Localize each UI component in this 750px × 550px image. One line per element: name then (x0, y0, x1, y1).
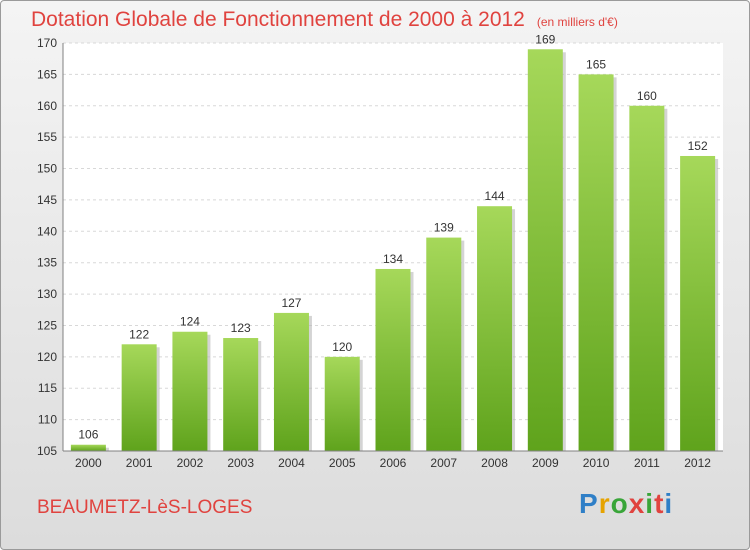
x-tick-label: 2005 (329, 456, 356, 470)
x-tick-label: 2009 (532, 456, 559, 470)
x-tick-label: 2000 (75, 456, 102, 470)
data-label: 123 (231, 321, 251, 335)
logo-letter: o (610, 488, 629, 519)
bar (680, 155, 716, 451)
y-tick-label: 155 (37, 130, 57, 144)
y-tick-label: 130 (37, 287, 57, 301)
data-label: 152 (688, 139, 708, 153)
chart-title: Dotation Globale de Fonctionnement de 20… (31, 8, 618, 32)
y-tick-label: 170 (37, 36, 57, 50)
x-tick-label: 2008 (481, 456, 508, 470)
y-tick-label: 140 (37, 224, 57, 238)
x-tick-label: 2010 (583, 456, 610, 470)
x-tick-label: 2004 (278, 456, 305, 470)
y-tick-label: 165 (37, 67, 57, 81)
data-label: 165 (586, 57, 606, 71)
bar (223, 338, 259, 451)
logo-letter: i (645, 488, 655, 519)
data-label: 169 (535, 32, 555, 46)
title-unit: (en milliers d'€) (536, 15, 618, 29)
commune-name: BEAUMETZ-LèS-LOGES (37, 497, 253, 518)
bar (477, 206, 513, 451)
bar (527, 49, 563, 452)
y-tick-label: 105 (37, 444, 57, 458)
y-tick-labels: 105 110 115 120 125 130 135 140 145 150 155 160 165 1… (37, 36, 57, 458)
data-label: 106 (78, 428, 98, 442)
y-tick-label: 115 (38, 381, 57, 395)
x-tick-label: 2011 (634, 456, 660, 470)
bar (121, 344, 157, 451)
y-tick-label: 160 (37, 99, 57, 113)
x-tick-label: 2012 (684, 456, 711, 470)
x-tick-label: 2007 (430, 456, 457, 470)
title-text: Dotation Globale de Fonctionnement de 20… (31, 8, 525, 31)
bar (324, 356, 360, 451)
x-tick-label: 2006 (380, 456, 407, 470)
bar (578, 74, 614, 451)
bar (426, 237, 462, 451)
data-label: 127 (281, 296, 301, 310)
bar (273, 312, 309, 451)
x-tick-label: 2003 (227, 456, 254, 470)
bar (70, 444, 106, 451)
data-label: 122 (129, 327, 149, 341)
x-tick-label: 2002 (177, 456, 204, 470)
y-tick-label: 135 (37, 256, 57, 270)
logo-letter: P (579, 488, 599, 519)
y-tick-label: 125 (37, 318, 57, 332)
y-tick-label: 150 (37, 162, 57, 176)
y-tick-label: 120 (37, 350, 57, 364)
bar (172, 331, 208, 451)
data-label: 160 (637, 89, 657, 103)
bar (375, 268, 411, 451)
x-tick-label: 2001 (126, 456, 153, 470)
bar (629, 105, 665, 452)
data-label: 144 (485, 189, 505, 203)
y-tick-label: 145 (37, 193, 57, 207)
data-label: 124 (180, 315, 200, 329)
logo-letter: i (664, 488, 674, 519)
logo-letter: r (598, 488, 611, 519)
proxiti-logo: Proxiti (579, 488, 673, 520)
data-label: 120 (332, 340, 352, 354)
bars: 106 122 124 123 127 120 134 139 144 169 165 160 152 (70, 32, 719, 452)
logo-letter: x (628, 488, 646, 519)
data-label: 139 (434, 221, 454, 235)
logo-letter: t (654, 488, 665, 519)
x-tick-labels: 2000 2001 2002 2003 2004 2005 2006 2007 2008 2009… (75, 456, 711, 470)
data-label: 134 (383, 252, 403, 266)
y-tick-label: 110 (38, 413, 57, 427)
